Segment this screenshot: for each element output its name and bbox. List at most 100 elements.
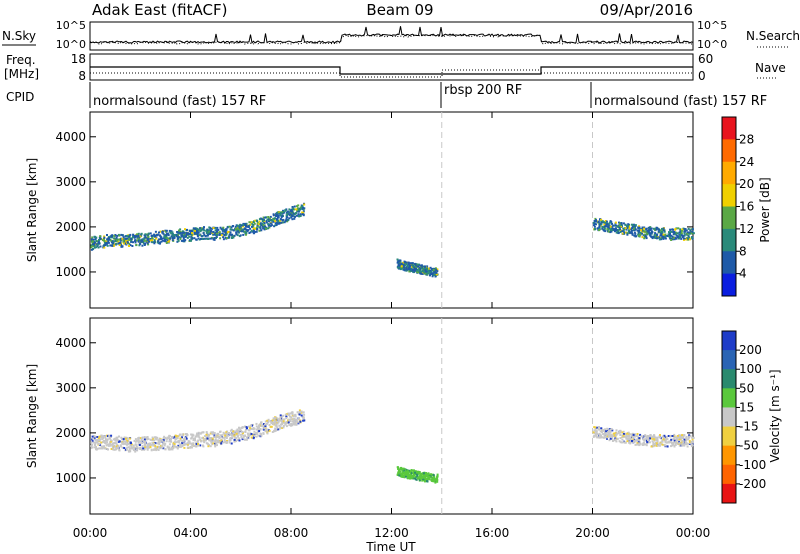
echo-point xyxy=(213,434,216,437)
echo-point xyxy=(661,227,663,230)
echo-point xyxy=(146,443,149,446)
echo-point xyxy=(643,237,646,240)
echo-point xyxy=(603,435,606,438)
echo-point xyxy=(160,444,162,447)
echo-point xyxy=(121,245,124,248)
echo-point xyxy=(605,434,608,437)
echo-point xyxy=(614,227,617,230)
echo-point xyxy=(122,440,125,443)
echo-point xyxy=(631,233,634,236)
echo-point xyxy=(219,237,222,240)
echo-point xyxy=(104,436,107,439)
echo-point xyxy=(676,435,679,437)
echo-point xyxy=(103,440,105,442)
echo-point xyxy=(216,234,219,236)
echo-point xyxy=(433,479,436,482)
echo-point xyxy=(302,417,305,420)
echo-point xyxy=(116,436,119,439)
echo-point xyxy=(636,433,639,435)
echo-point xyxy=(118,234,121,237)
echo-point xyxy=(417,263,420,266)
echo-point xyxy=(663,434,666,437)
echo-point xyxy=(121,234,124,237)
echo-point xyxy=(396,473,399,476)
echo-point xyxy=(675,442,678,444)
echo-point xyxy=(677,227,680,230)
echo-point xyxy=(104,439,107,442)
echo-point xyxy=(222,226,225,229)
echo-point xyxy=(130,445,133,448)
echo-point xyxy=(134,450,137,453)
echo-point xyxy=(620,222,623,225)
echo-point xyxy=(199,444,202,447)
echo-point xyxy=(608,224,611,227)
echo-point xyxy=(436,475,439,478)
echo-point xyxy=(610,428,613,431)
velocity-colorbar-label: Velocity [m s⁻¹] xyxy=(768,369,782,462)
nsky-trace xyxy=(89,26,694,45)
echo-point xyxy=(240,226,242,229)
echo-point xyxy=(161,237,164,240)
echo-point xyxy=(419,477,422,480)
echo-point xyxy=(611,434,614,437)
echo-point xyxy=(229,228,232,231)
echo-point xyxy=(652,445,655,448)
echo-point xyxy=(672,437,675,440)
echo-point xyxy=(612,432,615,435)
echo-point xyxy=(628,434,631,437)
echo-point xyxy=(220,439,223,442)
echo-point xyxy=(97,246,100,249)
echo-point xyxy=(211,236,214,239)
echo-point xyxy=(408,262,411,265)
echo-point xyxy=(234,436,237,439)
echo-point xyxy=(139,242,142,245)
echo-point xyxy=(414,476,417,478)
echo-point xyxy=(245,222,248,225)
echo-point xyxy=(632,441,635,443)
echo-point xyxy=(295,208,298,211)
echo-point xyxy=(401,475,404,478)
echo-point xyxy=(230,428,233,431)
echo-point xyxy=(602,226,605,229)
echo-point xyxy=(196,233,199,235)
echo-point xyxy=(679,230,682,233)
echo-point xyxy=(135,235,138,238)
echo-point xyxy=(672,237,675,240)
echo-point xyxy=(593,224,595,227)
nsky-label: N.Sky xyxy=(2,29,36,43)
echo-point xyxy=(153,448,156,451)
echo-point xyxy=(657,444,660,447)
echo-point xyxy=(279,222,281,224)
echo-point xyxy=(259,222,262,225)
echo-point xyxy=(175,445,178,448)
echo-point xyxy=(399,472,402,475)
echo-point xyxy=(158,443,161,445)
echo-point xyxy=(621,438,624,441)
echo-point xyxy=(238,229,241,232)
echo-point xyxy=(116,239,118,242)
echo-point xyxy=(299,206,302,209)
colorbar-tick-label: 15 xyxy=(739,400,754,414)
echo-point xyxy=(298,413,301,416)
echo-point xyxy=(135,239,138,242)
echo-point xyxy=(400,266,403,269)
echo-point xyxy=(151,436,154,439)
echo-point xyxy=(653,435,656,438)
echo-point xyxy=(245,436,248,439)
echo-point xyxy=(278,211,281,214)
echo-point xyxy=(93,435,96,438)
echo-point xyxy=(129,233,132,236)
echo-point xyxy=(238,426,240,429)
echo-point xyxy=(195,231,198,234)
echo-point xyxy=(651,440,654,443)
echo-point xyxy=(267,227,270,230)
echo-point xyxy=(213,436,216,439)
echo-point xyxy=(112,240,115,243)
echo-point xyxy=(98,242,101,245)
echo-point xyxy=(292,415,295,418)
echo-point xyxy=(143,234,146,237)
echo-point xyxy=(685,435,688,438)
echo-point xyxy=(435,271,438,274)
echo-point xyxy=(178,440,181,443)
